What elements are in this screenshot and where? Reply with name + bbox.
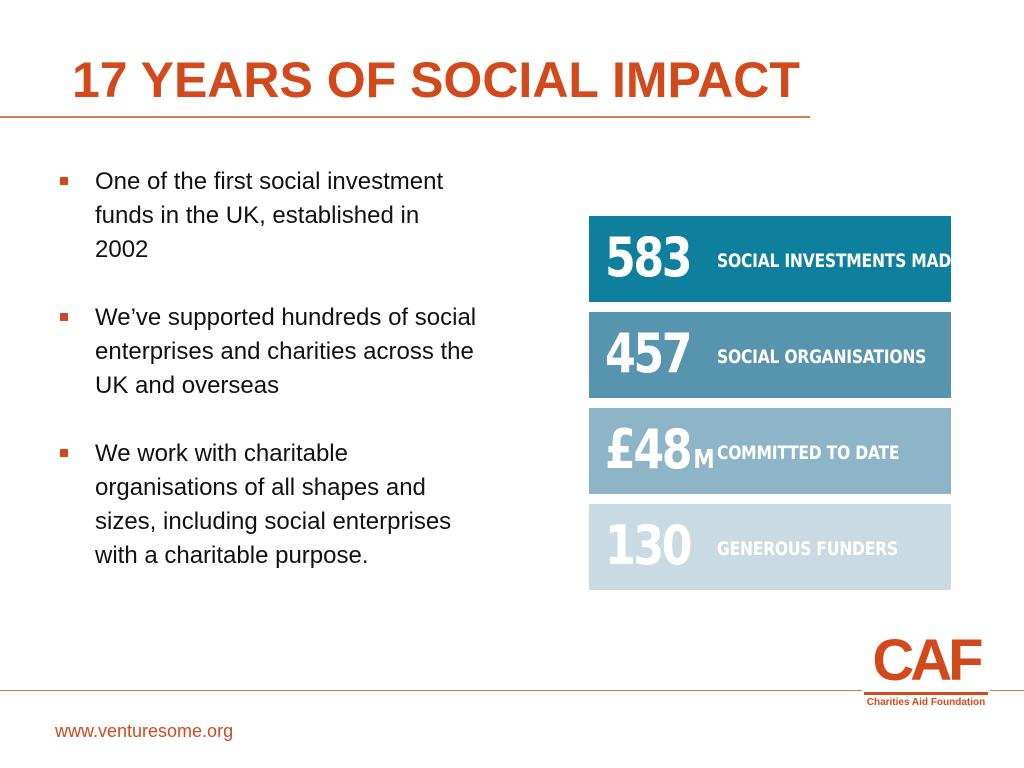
bullet-text: We’ve supported hundreds of social enter…: [95, 304, 477, 399]
stat-tile-committed: £48 M COMMITTED TO DATE: [589, 408, 951, 494]
logo-organisation-name: Charities Aid Foundation: [866, 697, 986, 708]
logo-underline: [864, 692, 988, 695]
bullet-text: One of the first social investment funds…: [95, 168, 444, 263]
footer-website-link[interactable]: www.venturesome.org: [55, 721, 234, 741]
square-bullet-icon: [60, 177, 68, 185]
stat-value: 130: [605, 514, 693, 577]
bullet-item: One of the first social investment funds…: [58, 165, 478, 267]
stat-value: 457: [605, 322, 693, 385]
stat-label: SOCIAL ORGANISATIONS: [717, 346, 927, 368]
stat-tile-organisations: 457 SOCIAL ORGANISATIONS: [589, 312, 951, 398]
slide-title: 17 YEARS OF SOCIAL IMPACT: [72, 52, 800, 108]
bullet-item: We’ve supported hundreds of social enter…: [58, 301, 478, 403]
stat-tile-investments: 583 SOCIAL INVESTMENTS MADE: [589, 216, 962, 302]
footer-divider: [0, 690, 1024, 691]
stat-label: SOCIAL INVESTMENTS MADE: [717, 250, 962, 272]
stats-panel: 583 SOCIAL INVESTMENTS MADE 457 SOCIAL O…: [589, 216, 962, 600]
caf-logo-mark: CAF: [872, 628, 983, 693]
square-bullet-icon: [60, 449, 68, 457]
bullet-list: One of the first social investment funds…: [58, 165, 478, 607]
stat-value: 583: [605, 226, 693, 289]
bullet-item: We work with charitable organisations of…: [58, 437, 478, 573]
title-divider: [0, 116, 810, 118]
caf-logo: CAF Charities Aid Foundation: [862, 632, 990, 712]
stat-label: COMMITTED TO DATE: [717, 442, 900, 464]
bullet-text: We work with charitable organisations of…: [95, 440, 452, 569]
square-bullet-icon: [60, 313, 68, 321]
stat-value: £48 M: [605, 418, 715, 481]
stat-tile-funders: 130 GENEROUS FUNDERS: [589, 504, 951, 590]
stat-label: GENEROUS FUNDERS: [717, 538, 898, 560]
